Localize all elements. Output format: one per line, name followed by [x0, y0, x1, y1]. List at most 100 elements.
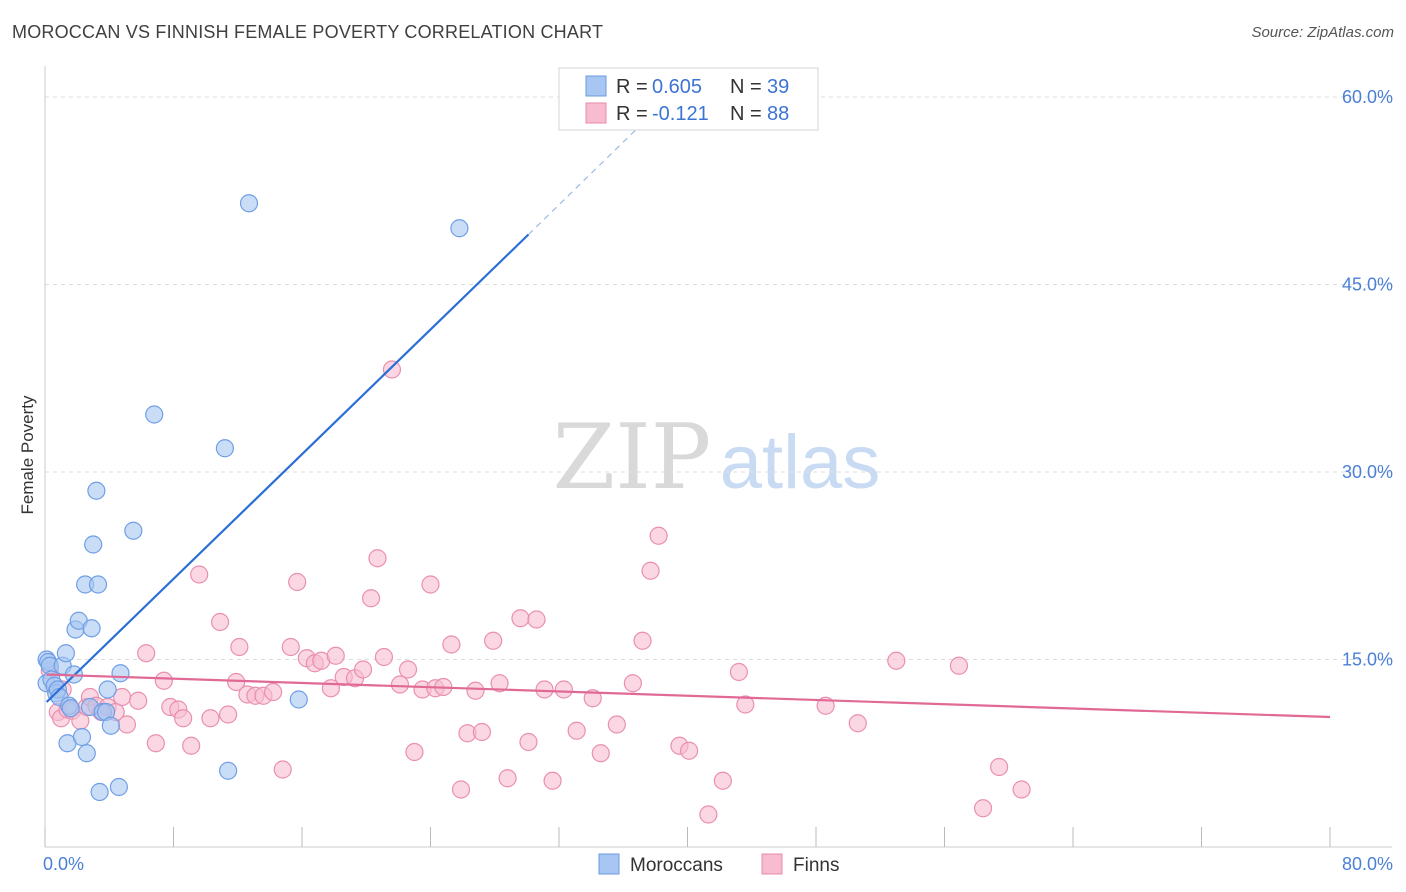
point-finns [353, 660, 373, 679]
point-finns [567, 721, 586, 740]
point-moroccans [77, 744, 96, 763]
point-finns [288, 572, 307, 592]
point-moroccans [90, 782, 109, 802]
legend-n-value-finns: 88 [767, 103, 789, 125]
trend-extension-moroccans [528, 110, 656, 235]
series-legend-label-moroccans: Moroccans [630, 855, 723, 876]
point-finns [466, 681, 485, 700]
trend-line-moroccans [45, 233, 530, 703]
series-legend: Moroccans Finns [598, 853, 839, 876]
point-moroccans [450, 219, 469, 238]
point-finns [442, 635, 461, 654]
legend-n-label-moroccans: N = [730, 76, 762, 98]
point-finns [680, 741, 699, 760]
point-finns [137, 644, 156, 663]
data-points [37, 194, 1031, 824]
legend-r-label-moroccans: R = [616, 76, 648, 98]
point-moroccans [56, 644, 75, 663]
point-finns [382, 360, 402, 379]
point-finns [973, 799, 993, 818]
point-finns [713, 771, 732, 790]
legend-n-label-finns: N = [730, 103, 762, 125]
y-tick-label: 60.0% [1342, 87, 1393, 107]
point-finns [129, 691, 148, 710]
source-credit: Source: ZipAtlas.com [1251, 24, 1394, 41]
point-finns [848, 714, 867, 733]
trend-lines [45, 110, 1331, 719]
point-finns [451, 780, 471, 799]
point-moroccans [289, 690, 308, 709]
watermark: ZIP atlas [553, 405, 881, 510]
point-finns [154, 671, 173, 690]
point-moroccans [111, 664, 130, 683]
point-finns [519, 732, 538, 752]
point-moroccans [145, 405, 164, 424]
point-finns [990, 757, 1009, 777]
point-finns [368, 549, 387, 568]
point-finns [736, 695, 755, 714]
point-finns [201, 709, 220, 728]
correlation-legend: R = 0.605 N = 39 R = -0.121 N = 88 [558, 67, 819, 131]
legend-swatch-moroccans [585, 75, 607, 97]
point-finns [633, 631, 652, 650]
point-finns [230, 637, 249, 657]
point-moroccans [101, 716, 120, 735]
point-moroccans [215, 439, 234, 458]
legend-r-value-finns: -0.121 [652, 103, 709, 125]
point-finns [490, 674, 509, 693]
point-finns [398, 660, 418, 679]
point-finns [699, 805, 718, 824]
point-finns [472, 722, 491, 742]
tick-labels: 15.0% 30.0% 45.0% 60.0% 0.0% 80.0% [43, 87, 1393, 874]
legend-r-value-moroccans: 0.605 [652, 76, 702, 98]
point-finns [421, 575, 440, 594]
axes [44, 66, 1392, 848]
point-finns [405, 742, 424, 762]
point-moroccans [84, 535, 103, 554]
point-finns [219, 705, 238, 724]
grid-lines [45, 96, 1392, 660]
point-finns [887, 651, 906, 670]
point-moroccans [239, 194, 259, 213]
point-finns [583, 689, 602, 708]
trend-line-finns [46, 673, 1331, 719]
point-finns [591, 744, 610, 763]
chart-title: MOROCCAN VS FINNISH FEMALE POVERTY CORRE… [12, 22, 604, 42]
point-moroccans [82, 619, 101, 638]
point-moroccans [88, 575, 108, 594]
point-moroccans [61, 699, 80, 718]
point-moroccans [98, 680, 117, 699]
legend-r-label-finns: R = [616, 103, 648, 125]
x-tick-label: 0.0% [43, 854, 84, 874]
point-finns [374, 647, 394, 667]
point-finns [623, 674, 642, 693]
point-finns [527, 610, 546, 629]
point-finns [390, 675, 410, 694]
point-finns [498, 769, 517, 788]
point-finns [543, 771, 562, 790]
point-finns [174, 709, 193, 728]
point-finns [1012, 780, 1031, 799]
watermark-zip: ZIP [553, 405, 712, 510]
point-finns [190, 565, 209, 584]
series-legend-swatch-finns [761, 853, 783, 875]
point-finns [146, 734, 165, 753]
point-finns [554, 680, 573, 699]
y-tick-label: 30.0% [1342, 462, 1393, 482]
point-moroccans [72, 727, 92, 747]
point-finns [326, 646, 345, 665]
point-finns [117, 715, 137, 734]
legend-n-value-moroccans: 39 [767, 76, 789, 98]
point-finns [949, 656, 969, 675]
y-tick-label: 15.0% [1342, 650, 1393, 670]
point-finns [607, 715, 626, 734]
point-finns [729, 662, 749, 682]
point-moroccans [87, 481, 106, 500]
point-finns [641, 561, 660, 580]
point-finns [535, 680, 554, 699]
point-finns [182, 736, 201, 755]
point-finns [484, 631, 503, 650]
watermark-atlas: atlas [720, 420, 881, 505]
point-moroccans [109, 777, 128, 797]
